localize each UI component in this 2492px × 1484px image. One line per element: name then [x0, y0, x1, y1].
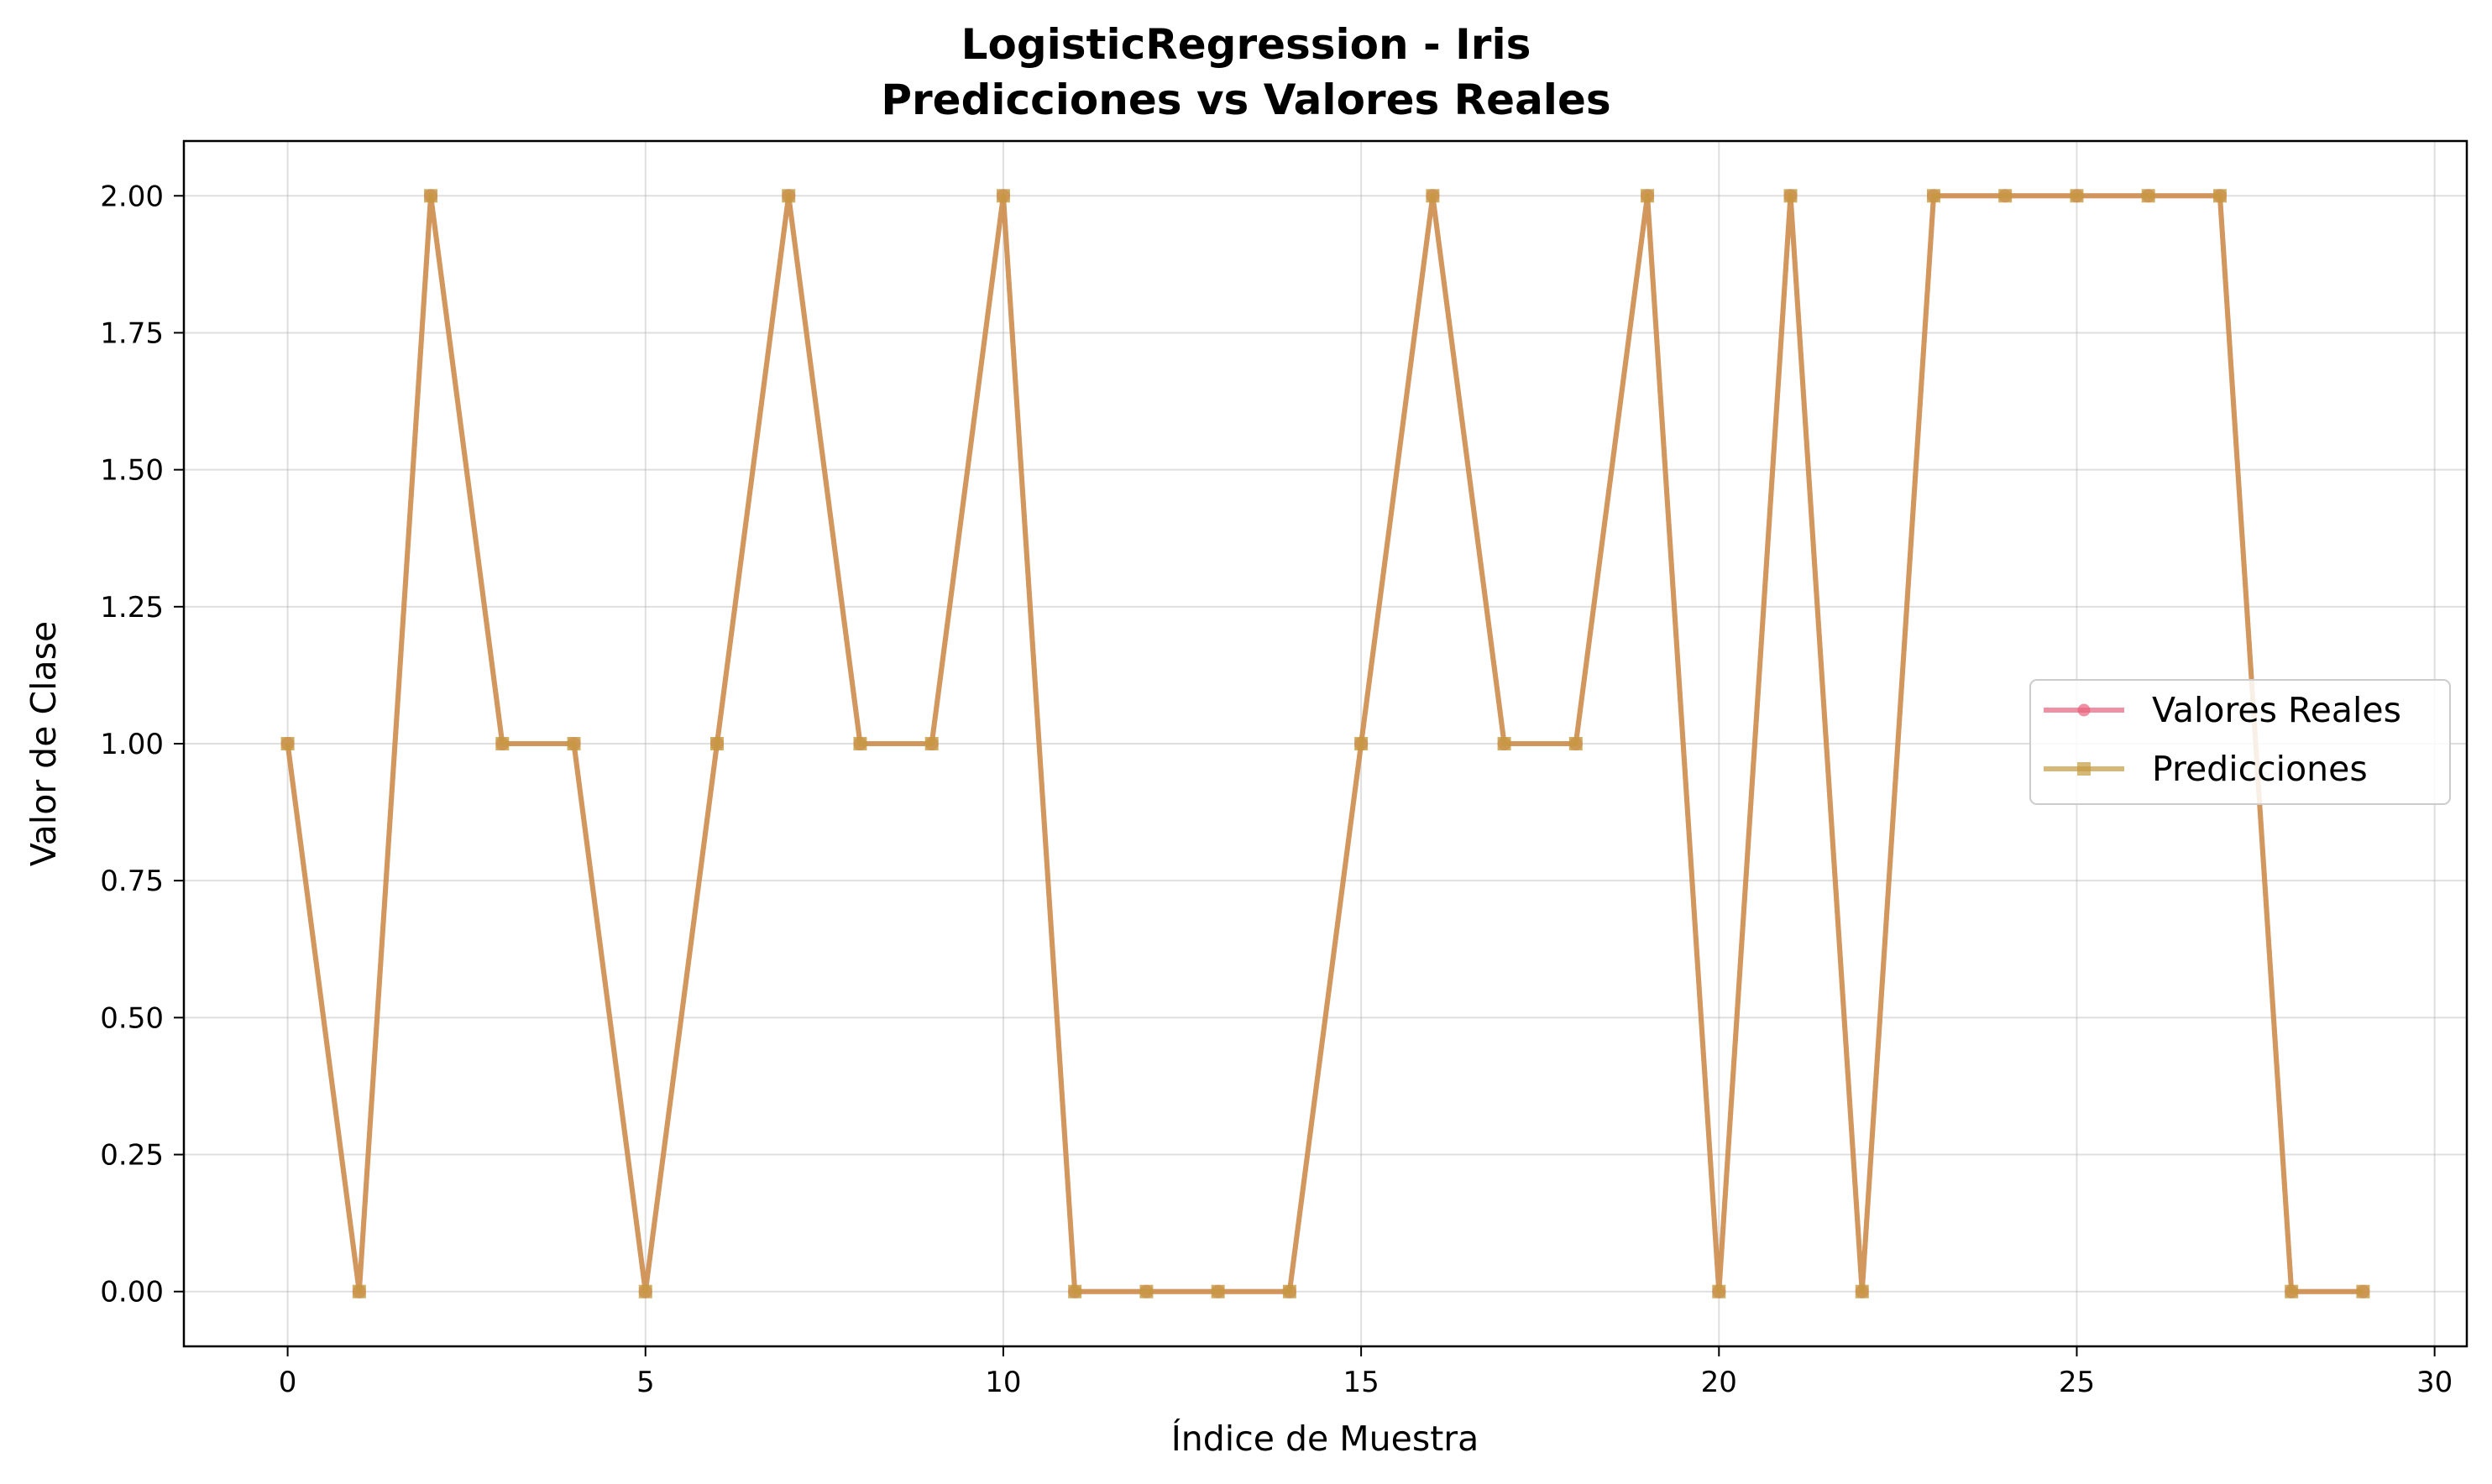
y-tick-label: 1.75: [100, 316, 164, 350]
data-point-predicciones: [2285, 1284, 2299, 1298]
data-point-predicciones: [996, 189, 1010, 203]
data-point-predicciones: [1783, 189, 1798, 203]
data-point-predicciones: [853, 737, 867, 750]
data-point-predicciones: [1282, 1284, 1296, 1298]
y-tick-label: 0.75: [100, 865, 164, 898]
y-axis-label: Valor de Clase: [24, 621, 64, 866]
legend-marker-valores-reales: [2077, 703, 2091, 717]
x-tick-label: 25: [2059, 1366, 2095, 1399]
y-tick-label: 0.25: [100, 1139, 164, 1173]
y-tick-label: 0.50: [100, 1001, 164, 1035]
legend-box: [2029, 679, 2451, 805]
y-tick-label: 1.50: [100, 454, 164, 488]
x-tick-label: 20: [1701, 1366, 1737, 1399]
x-axis-label: Índice de Muestra: [1171, 1419, 1479, 1459]
data-point-predicciones: [1641, 189, 1655, 203]
data-point-predicciones: [1855, 1284, 1869, 1298]
ticks: 0 5 10 15 20 25 30 0.00 0.25 0.50 0.75 1.00 1.25 1.50…: [100, 180, 2453, 1399]
data-point-predicciones: [1926, 189, 1940, 203]
x-tick-label: 10: [985, 1366, 1021, 1399]
data-point-predicciones: [924, 737, 939, 750]
legend-label-predicciones: Predicciones: [2152, 749, 2368, 789]
data-point-predicciones: [495, 737, 510, 750]
x-tick-label: 5: [636, 1366, 655, 1399]
y-tick-label: 2.00: [100, 180, 164, 213]
data-point-predicciones: [352, 1284, 366, 1298]
data-point-predicciones: [2070, 189, 2084, 203]
data-point-predicciones: [1354, 737, 1369, 750]
data-point-predicciones: [638, 1284, 652, 1298]
data-point-predicciones: [2141, 189, 2155, 203]
data-point-predicciones: [1211, 1284, 1225, 1298]
x-tick-label: 15: [1343, 1366, 1379, 1399]
legend-label-valores-reales: Valores Reales: [2152, 690, 2401, 730]
series-line-predicciones: [285, 193, 2364, 1294]
legend-marker-predicciones: [2077, 762, 2091, 776]
y-tick-label: 0.00: [100, 1276, 164, 1309]
data-point-predicciones: [710, 737, 725, 750]
x-tick-label: 30: [2416, 1366, 2453, 1399]
legend: Valores Reales Predicciones: [2029, 679, 2451, 805]
data-point-predicciones: [1998, 189, 2013, 203]
data-point-predicciones: [1568, 737, 1583, 750]
data-point-predicciones: [424, 189, 438, 203]
chart-subtitle: Predicciones vs Valores Reales: [881, 76, 1610, 124]
data-point-predicciones: [1497, 737, 1511, 750]
series-layer: [280, 189, 2370, 1298]
y-tick-label: 1.25: [100, 591, 164, 624]
x-tick-label: 0: [279, 1366, 297, 1399]
data-point-predicciones: [1068, 1284, 1082, 1298]
y-tick-label: 1.00: [100, 728, 164, 761]
data-point-predicciones: [2356, 1284, 2370, 1298]
data-point-predicciones: [1426, 189, 1440, 203]
data-point-predicciones: [1712, 1284, 1726, 1298]
data-point-predicciones: [782, 189, 796, 203]
chart-title: LogisticRegression - Iris: [961, 20, 1531, 69]
data-point-predicciones: [567, 737, 581, 750]
data-point-predicciones: [280, 737, 295, 750]
data-point-predicciones: [2212, 189, 2227, 203]
data-point-predicciones: [1139, 1284, 1154, 1298]
